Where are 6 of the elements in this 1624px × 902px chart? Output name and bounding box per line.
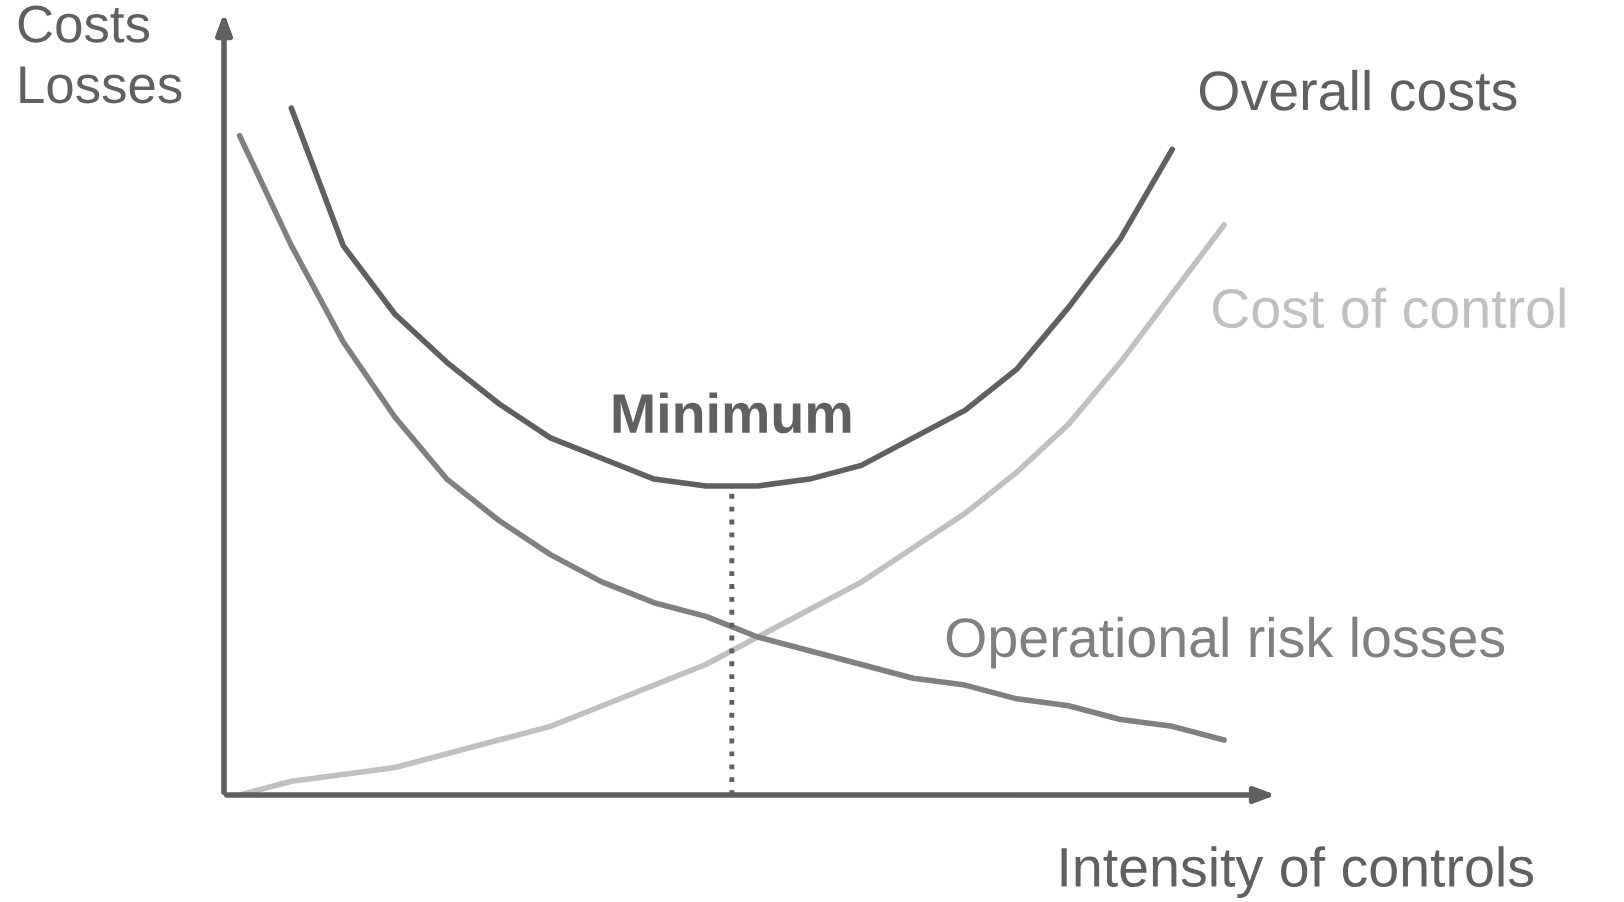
series-label: Overall costs: [1199, 69, 1517, 111]
annotation: Minimum: [613, 392, 851, 434]
series-label: Cost of control: [1213, 287, 1565, 329]
y-axis-title: Costs Losses: [18, 5, 182, 104]
x-axis-title: Intensity of controls: [1061, 846, 1534, 898]
series-label: Operational risk losses: [946, 616, 1505, 669]
